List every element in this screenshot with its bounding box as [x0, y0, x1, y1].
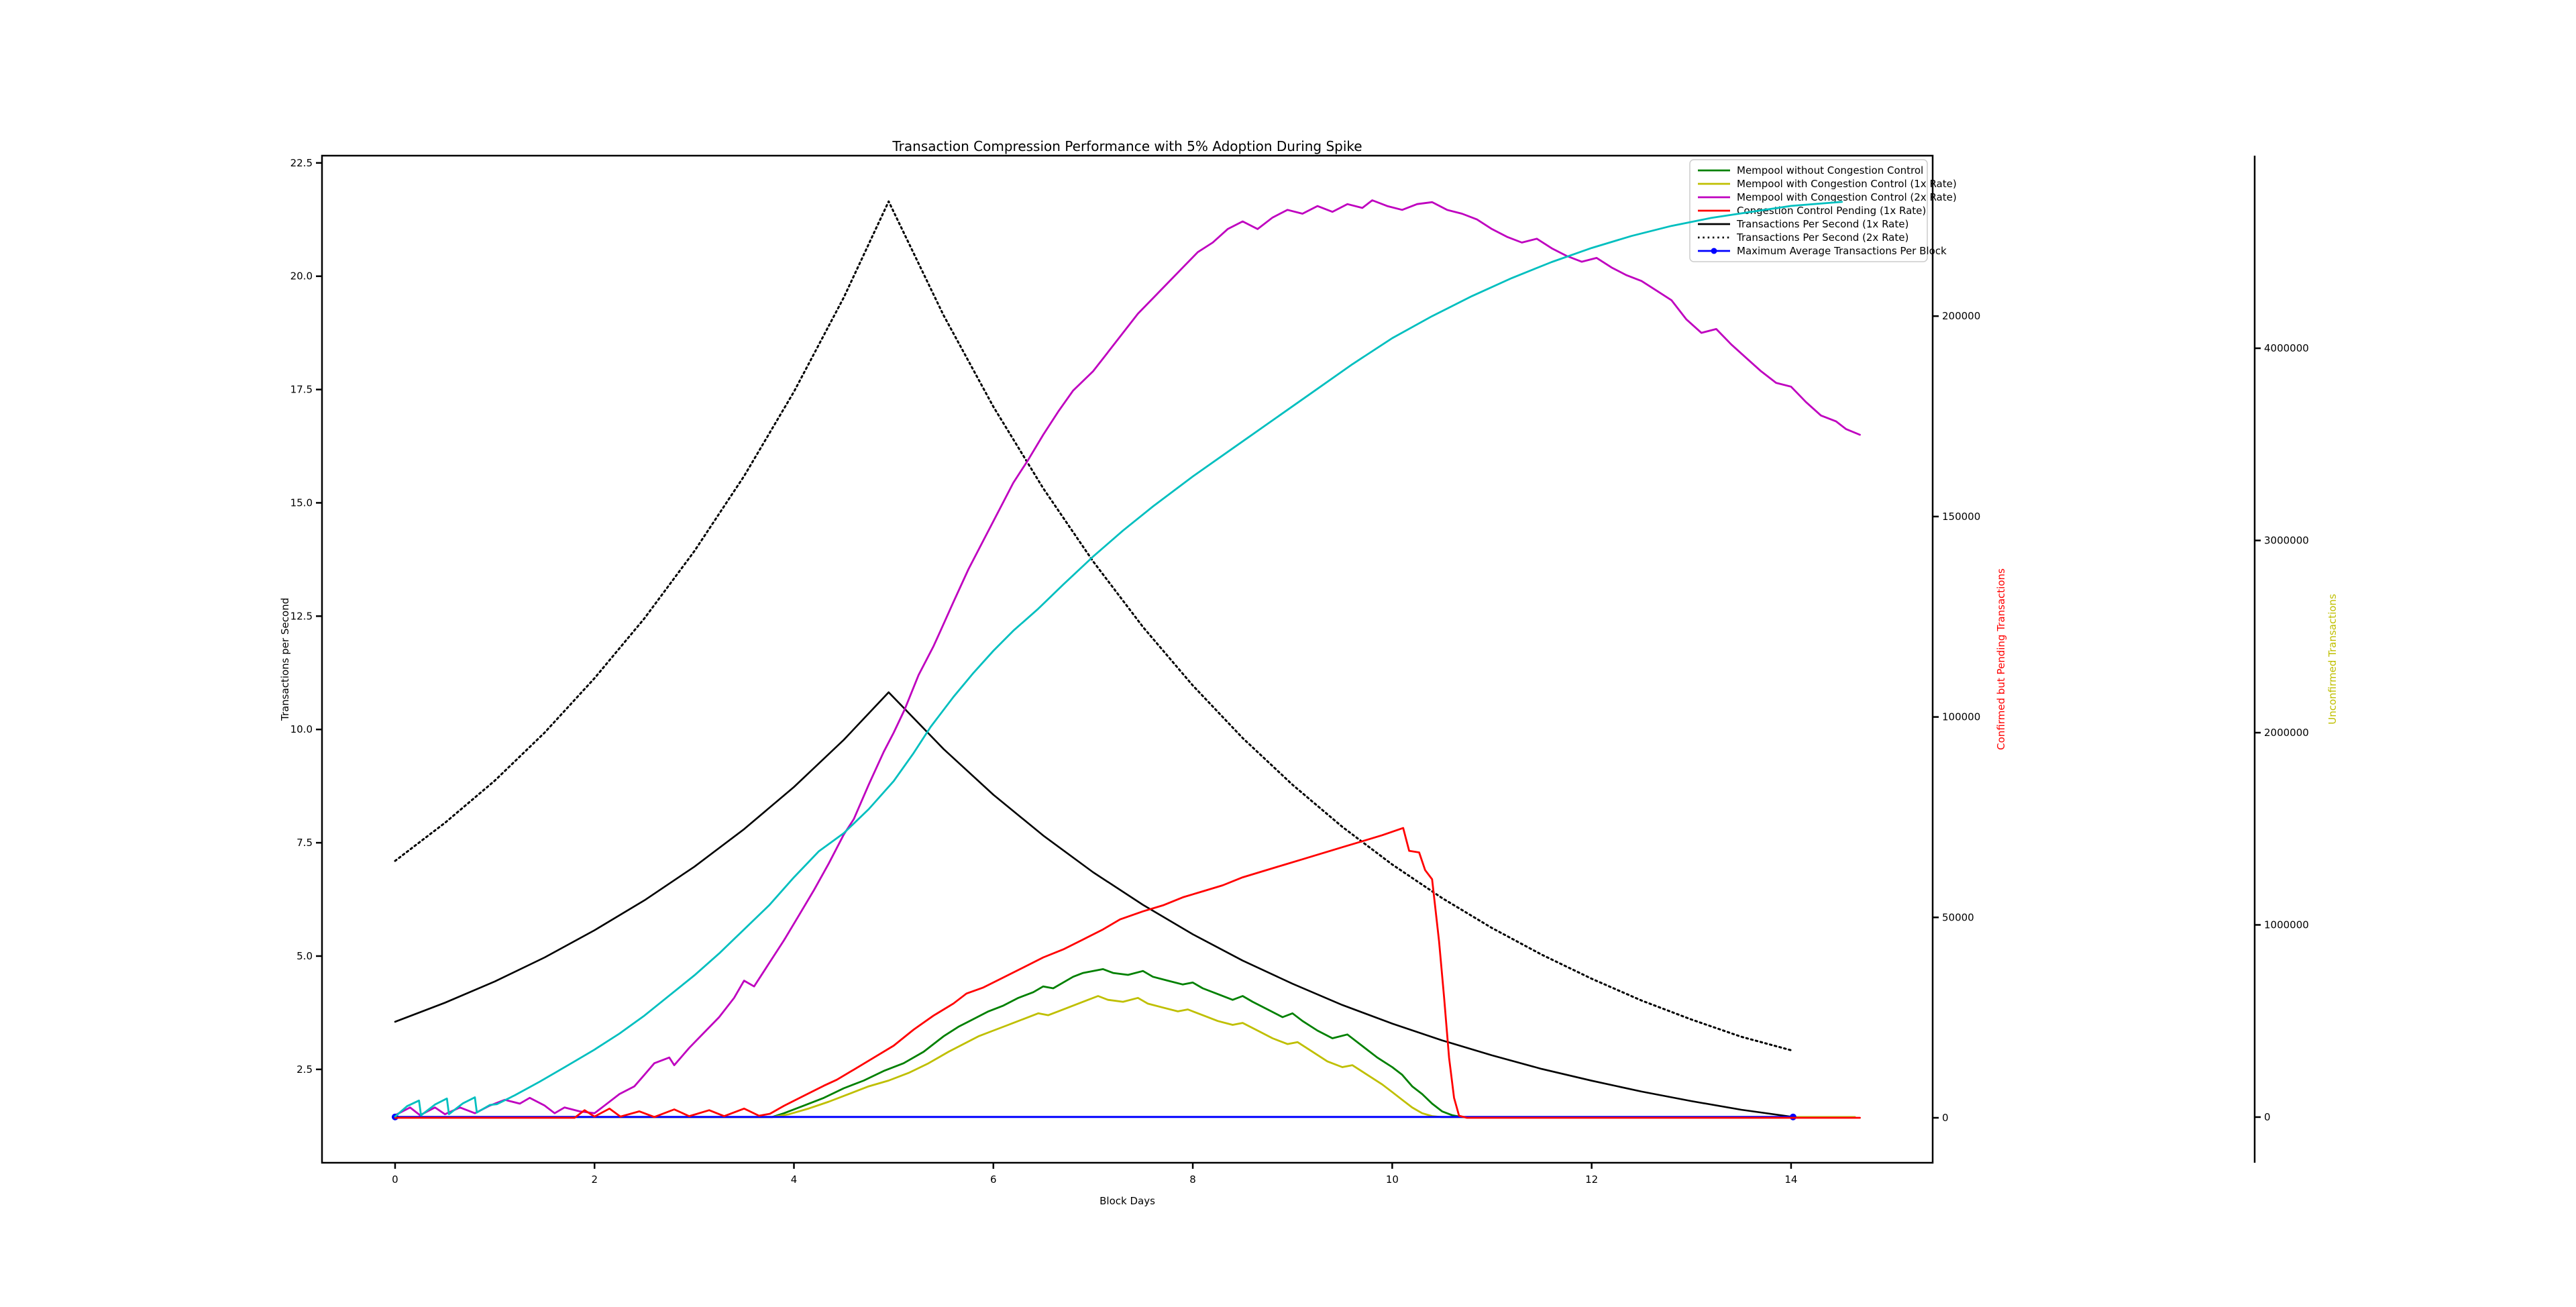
- y-pending-axis-label: Confirmed but Pending Transactions: [1995, 568, 2007, 750]
- y-left-tick-label: 10.0: [290, 723, 313, 735]
- y-unconfirmed-tick-label: 2000000: [2264, 727, 2309, 739]
- y-left-tick-label: 7.5: [297, 837, 313, 849]
- x-tick-label: 6: [990, 1173, 997, 1186]
- line-cc_pending_1x: [394, 827, 1861, 1119]
- y-pending-tick-label: 50000: [1942, 911, 1974, 923]
- line-tps_1x: [394, 691, 1794, 1118]
- y-pending-tick-label: 0: [1942, 1112, 1949, 1124]
- x-tick-label: 10: [1386, 1173, 1399, 1186]
- line-mempool_none: [394, 968, 1856, 1118]
- legend-label: Transactions Per Second (1x Rate): [1736, 218, 1909, 230]
- legend-box: [1689, 159, 1928, 262]
- x-tick-label: 4: [791, 1173, 798, 1186]
- y-left-tick-label: 5.0: [297, 950, 313, 962]
- y-pending-tick-label: 150000: [1942, 511, 1980, 523]
- y-left-tick-label: 15.0: [290, 496, 313, 509]
- axes-frame: [321, 154, 1934, 1164]
- legend-label: Mempool without Congestion Control: [1737, 164, 1923, 176]
- x-tick-label: 8: [1189, 1173, 1196, 1186]
- x-tick-label: 14: [1784, 1173, 1797, 1186]
- line-mempool_cc_1x: [394, 995, 1856, 1118]
- y-unconfirmed-axis-label: Unconfirmed Transactions: [2326, 594, 2339, 725]
- legend-swatch-marker: [1711, 248, 1717, 254]
- line-mempool_cc_2x: [394, 199, 1861, 1116]
- y-left-tick-label: 2.5: [297, 1063, 313, 1076]
- x-tick-label: 0: [392, 1173, 398, 1186]
- line-tps_2x: [394, 200, 1794, 1052]
- y-unconfirmed-tick-label: 4000000: [2264, 342, 2309, 354]
- y-unconfirmed-tick-label: 0: [2264, 1111, 2271, 1123]
- y-left-tick-label: 12.5: [290, 610, 313, 622]
- legend-label: Mempool with Congestion Control (2x Rate…: [1737, 191, 1957, 203]
- legend-label: Maximum Average Transactions Per Block: [1737, 245, 1947, 257]
- y-pending-tick-label: 200000: [1942, 310, 1980, 322]
- legend-label: Transactions Per Second (2x Rate): [1736, 231, 1909, 244]
- x-tick-label: 12: [1585, 1173, 1598, 1186]
- x-tick-label: 2: [591, 1173, 598, 1186]
- line-pending_unlabeled_cyan: [394, 201, 1843, 1118]
- y-left-tick-label: 20.0: [290, 270, 313, 282]
- y-left-axis-label: Transactions per Second: [279, 598, 291, 721]
- chart-title: Transaction Compression Performance with…: [892, 138, 1362, 154]
- legend-label: Mempool with Congestion Control (1x Rate…: [1737, 178, 1957, 190]
- y-unconfirmed-tick-label: 1000000: [2264, 919, 2309, 931]
- x-axis-label: Block Days: [1099, 1195, 1155, 1207]
- y-pending-tick-label: 100000: [1942, 711, 1980, 723]
- y-unconfirmed-tick-label: 3000000: [2264, 535, 2309, 547]
- y-left-tick-label: 17.5: [290, 384, 313, 396]
- y-left-tick-label: 22.5: [290, 157, 313, 169]
